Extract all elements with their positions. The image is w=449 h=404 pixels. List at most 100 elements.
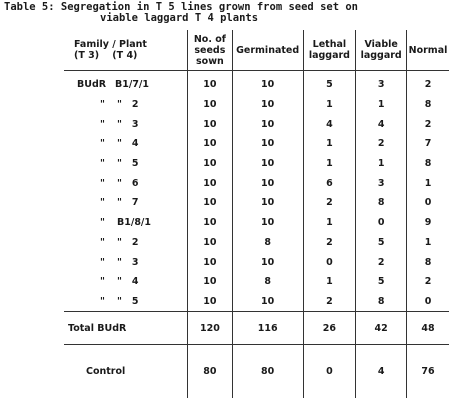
germinated-cell: 10 [231,173,304,194]
viable-cell: 8 [355,193,407,213]
normal-cell: 8 [406,94,449,115]
table-row: BUdR B1/7/1 10 10 5 3 2 [64,70,449,95]
header-family-plant: Family / Plant (T 3) (T 4) [64,30,188,71]
header-normal: Normal [406,30,449,71]
caption-line-1: Table 5: Segregation in T 5 lines grown … [4,1,359,13]
lethal-cell: 1 [302,271,356,292]
family-plant-cell: " " 7 [64,193,188,213]
lethal-cell: 0 [302,252,356,272]
lethal-cell: 2 [302,291,356,312]
header-family-plant-line1: Family / Plant [74,39,147,50]
control-label: Control [64,344,188,399]
family-value: " [100,138,105,150]
plant-value: " 3 [117,118,139,130]
viable-cell: 2 [355,134,407,154]
germinated-cell: 10 [231,94,304,115]
family-plant-cell: " " 3 [64,252,188,272]
total-sown: 120 [187,311,233,345]
viable-cell: 2 [355,252,407,272]
lethal-cell: 1 [302,212,356,233]
family-plant-cell: " B1/8/1 [64,213,188,233]
plant-value: " 4 [117,276,139,288]
sown-cell: 10 [187,212,233,233]
plant-value: " 5 [117,158,139,170]
normal-cell: 1 [406,173,449,194]
plant-value: " 6 [117,177,139,189]
sown-cell: 10 [187,94,233,115]
family-value: " [100,177,105,189]
family-plant-cell: " " 4 [64,272,188,292]
lethal-cell: 6 [302,173,356,194]
caption-line-2: viable laggard T 4 plants [100,12,259,24]
normal-cell: 9 [406,212,449,233]
normal-cell: 7 [406,134,449,154]
germinated-cell: 10 [231,70,304,95]
total-lethal: 26 [302,311,356,345]
total-normal: 48 [406,311,449,345]
table-row: " " 4 10 10 1 2 7 [64,134,449,154]
lethal-cell: 2 [302,232,356,253]
table-row: " " 4 10 8 1 5 2 [64,271,449,292]
viable-cell: 0 [355,212,407,233]
table-row: " " 5 10 10 2 8 0 [64,291,449,312]
viable-cell: 3 [355,173,407,194]
table-row: " " 2 10 8 2 5 1 [64,232,449,253]
lethal-cell: 5 [302,70,356,95]
plant-value: B1/7/1 [115,79,150,91]
sown-cell: 10 [187,252,233,272]
table-caption: Table 5: Segregation in T 5 lines grown … [4,2,449,24]
viable-cell: 1 [355,94,407,115]
family-plant-cell: " " 5 [64,292,188,312]
plant-value: " 5 [117,295,139,307]
family-plant-cell: " " 2 [64,233,188,253]
viable-cell: 1 [355,153,407,174]
header-germinated: Germinated [231,30,304,71]
normal-cell: 2 [406,70,449,95]
plant-value: " 3 [117,256,139,268]
table-row: " " 2 10 10 1 1 8 [64,94,449,115]
control-germinated: 80 [231,344,304,399]
plant-value: " 7 [117,197,139,209]
header-seeds-sown: No. of seeds sown [187,30,233,71]
sown-cell: 10 [187,114,233,135]
total-row: Total BUdR 120 116 26 42 48 [64,311,449,345]
control-lethal: 0 [302,344,356,399]
viable-cell: 8 [355,291,407,312]
family-plant-cell: " " 3 [64,114,188,134]
lethal-cell: 1 [302,94,356,115]
family-plant-cell: " " 5 [64,154,188,174]
sown-cell: 10 [187,134,233,154]
table-row: " " 3 10 10 4 4 2 [64,114,449,135]
family-plant-cell: " " 4 [64,134,188,154]
segregation-table: Family / Plant (T 3) (T 4) No. of seeds … [64,30,449,399]
header-family-plant-line2: (T 3) (T 4) [74,50,138,61]
family-value: " [100,256,105,268]
viable-cell: 3 [355,70,407,95]
table-row: " " 3 10 10 0 2 8 [64,252,449,272]
normal-cell: 0 [406,291,449,312]
sown-cell: 10 [187,232,233,253]
family-value: " [100,295,105,307]
family-plant-cell: " " 2 [64,95,188,115]
normal-cell: 1 [406,232,449,253]
sown-cell: 10 [187,271,233,292]
germinated-cell: 10 [231,212,304,233]
family-value: " [100,236,105,248]
normal-cell: 2 [406,271,449,292]
table-row: " " 5 10 10 1 1 8 [64,153,449,174]
control-viable: 4 [355,344,407,399]
sown-cell: 10 [187,70,233,95]
total-label: Total BUdR [64,311,188,345]
normal-cell: 0 [406,193,449,213]
germinated-cell: 10 [231,134,304,154]
family-value: " [100,99,105,111]
viable-cell: 5 [355,232,407,253]
germinated-cell: 10 [231,252,304,272]
germinated-cell: 10 [231,153,304,174]
header-lethal-laggard: Lethal laggard [302,30,356,71]
sown-cell: 10 [187,291,233,312]
control-row: Control 80 80 0 4 76 [64,344,449,399]
germinated-cell: 10 [231,193,304,213]
family-value: " [100,118,105,130]
lethal-cell: 1 [302,134,356,154]
